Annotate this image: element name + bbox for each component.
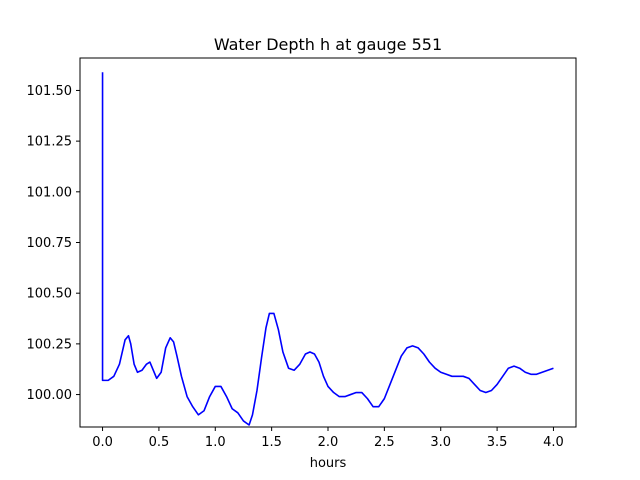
series-line xyxy=(101,72,554,426)
x-tick-label: 3.0 xyxy=(430,435,451,450)
x-tick-label: 3.5 xyxy=(487,435,508,450)
x-axis-label: hours xyxy=(310,456,347,471)
y-tick-label: 100.00 xyxy=(27,388,73,403)
x-tick-label: 4.0 xyxy=(543,435,564,450)
ticks-layer: 0.0 0.5 1.0 1.5 2.0 2.5 3.0 3.5 4.0 100.00 100.25 1… xyxy=(27,84,564,450)
x-tick-label: 2.5 xyxy=(374,435,395,450)
y-tick-label: 100.25 xyxy=(27,337,73,352)
y-tick-label: 101.00 xyxy=(27,185,73,200)
x-tick-label: 2.0 xyxy=(318,435,339,450)
x-tick-label: 0.5 xyxy=(149,435,170,450)
y-tick-label: 101.50 xyxy=(27,84,73,99)
y-tick-label: 100.50 xyxy=(27,287,73,302)
x-tick-label: 0.0 xyxy=(92,435,113,450)
x-tick-label: 1.5 xyxy=(261,435,282,450)
x-tick-label: 1.0 xyxy=(205,435,226,450)
axes-frame xyxy=(79,57,577,428)
chart-title: Water Depth h at gauge 551 xyxy=(214,35,442,54)
series-layer xyxy=(101,72,554,426)
y-tick-label: 100.75 xyxy=(27,236,73,251)
y-tick-label: 101.25 xyxy=(27,135,73,150)
